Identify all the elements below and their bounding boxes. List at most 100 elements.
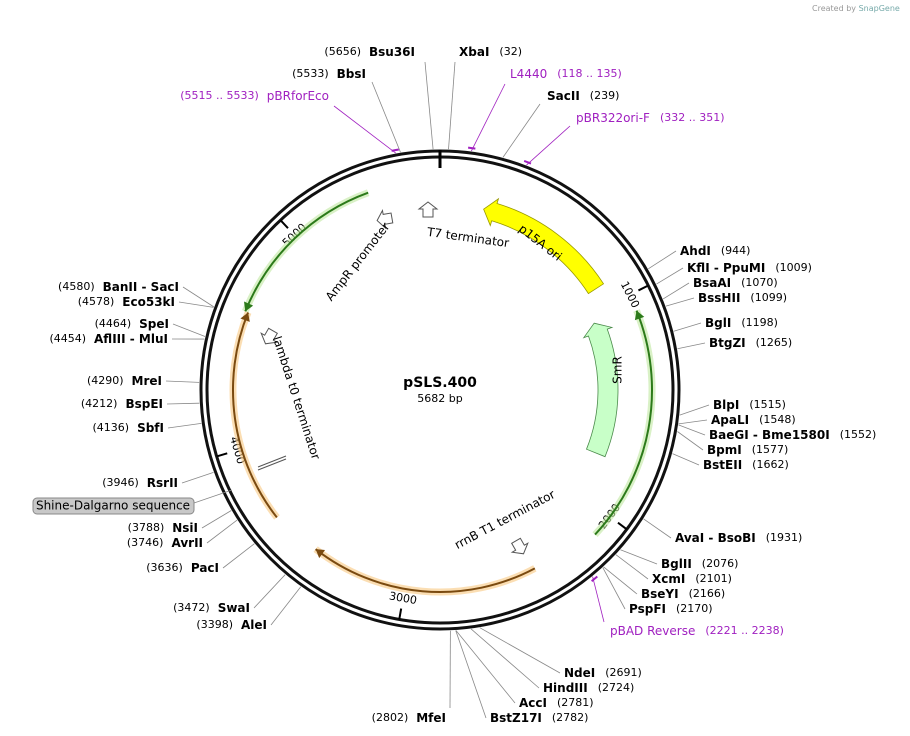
site-position: (2170) [676,602,713,615]
site-leader [167,422,202,429]
site-label: (5656) Bsu36I [324,45,415,59]
feature-arrowhead [315,549,326,559]
site-position: (1552) [840,428,877,441]
site-leader [673,322,702,332]
site-position: (1931) [766,531,803,544]
site-name: SwaI [218,601,250,615]
site-leader [643,518,672,539]
site-label: NdeI (2691) [564,666,642,680]
feature-glyph [510,537,529,555]
site-label: AhdI (944) [680,244,750,258]
site-name: BssHII [698,291,740,305]
site-leader [677,342,706,350]
site-position: (3788) [128,521,165,534]
site-label: BglI (1198) [705,316,778,330]
site-label: (4290) MreI [87,374,162,388]
feature-leader [193,489,233,504]
site-position: (5533) [292,67,329,80]
primer-name: pBRforEco [267,89,329,103]
site-name: SacII [547,89,580,103]
site-position: (2802) [372,711,409,724]
site-label: SacII (239) [547,89,619,103]
feature-label: AmpR promoter [323,220,393,304]
site-leader [424,61,434,150]
site-position: (1265) [756,336,793,349]
site-leader [455,630,487,719]
primer-name: L4440 [510,67,547,81]
site-leader [165,380,200,383]
feature-arrowhead [240,312,250,322]
site-leader [182,286,215,308]
site-position: (32) [499,45,522,58]
site-position: (4212) [81,397,118,410]
site-position: (3398) [196,618,233,631]
site-name: AvrII [171,536,203,550]
ruler-label: 1000 [618,279,642,310]
feature-arc [594,310,653,536]
primer-label: (5515 .. 5533) pBRforEco [180,89,329,103]
site-name: MreI [132,374,162,388]
site-leader [479,627,561,674]
site-leader [677,431,704,451]
site-position: (1548) [759,413,796,426]
site-label: (4136) SbfI [93,421,165,435]
site-leader [602,567,626,610]
site-position: (1099) [750,291,787,304]
plasmid-name: pSLS.400 [403,375,477,391]
site-leader [371,81,401,153]
feature-label: T7 terminator [425,225,510,251]
primer-label: L4440 (118 .. 135) [510,67,622,81]
site-position: (4578) [78,295,115,308]
primer-mark [391,148,399,152]
site-name: BspEI [125,397,163,411]
site-leader [678,419,708,425]
site-position: (3636) [146,561,183,574]
site-label: AvaI - BsoBI (1931) [675,531,802,545]
site-position: (4464) [95,317,132,330]
site-label: HindIII (2724) [543,681,634,695]
site-position: (2782) [552,711,589,724]
site-name: BseYI [641,587,679,601]
feature-glyph [417,201,439,218]
site-leader [665,297,695,307]
site-leader [502,103,541,158]
site-name: MfeI [416,711,446,725]
site-position: (2166) [689,587,726,600]
site-leader [620,549,658,565]
site-label: (5533) BbsI [292,67,366,81]
site-leader [222,543,255,569]
ruler-label: 3000 [388,589,418,607]
feature-box [32,497,195,515]
site-name: XbaI [459,45,489,59]
site-leader [662,282,690,300]
site-position: (2101) [695,572,732,585]
site-name: SpeI [139,317,169,331]
ruler-tick [617,521,628,531]
site-label: BpmI (1577) [707,443,788,457]
ruler-tick [216,452,228,458]
site-label: (4580) BanII - SacI [58,280,179,294]
site-leader [679,404,710,416]
site-position: (2724) [598,681,635,694]
site-position: (1070) [741,276,778,289]
site-name: BstZ17I [490,711,542,725]
site-label: (4212) BspEI [81,397,163,411]
credit: Created by SnapGene [812,4,900,13]
feature-arc [244,191,369,312]
feature-label: Shine-Dalgarno sequence [36,499,190,513]
site-position: (3946) [102,476,139,489]
site-name: Eco53kI [122,295,175,309]
site-position: (3472) [173,601,210,614]
site-position: (2076) [702,557,739,570]
site-label: (3472) SwaI [173,601,250,615]
site-leader [615,554,649,580]
site-label: BtgZI (1265) [709,336,792,350]
feature-glyph [257,458,287,471]
primer-name: pBR322ori-F [576,111,650,125]
site-leader [172,323,206,337]
feature-glow [242,189,370,313]
plasmid-size: 5682 bp [417,392,462,405]
feature-arrowhead [634,310,645,321]
site-name: ApaLI [711,413,749,427]
